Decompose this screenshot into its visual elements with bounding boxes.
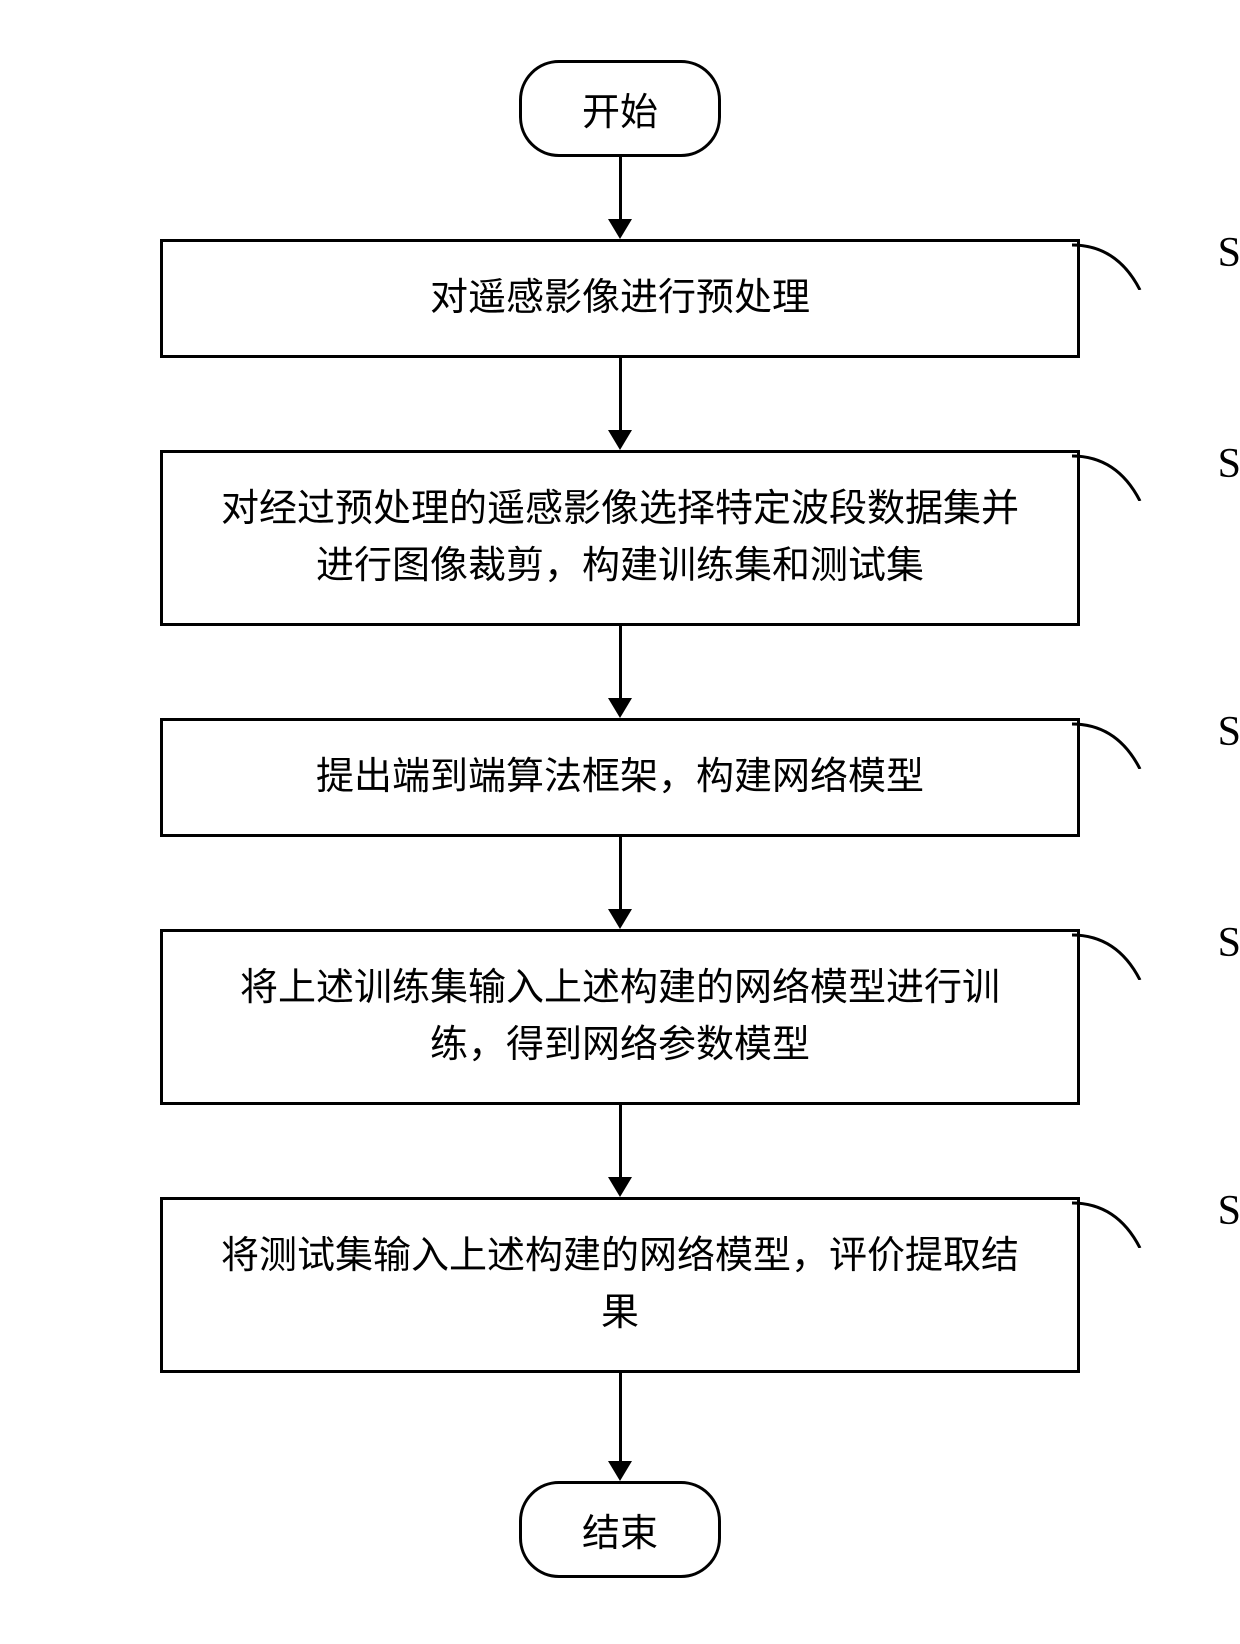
arrow-s1-s2 bbox=[608, 358, 632, 450]
process-text-s4: 将上述训练集输入上述构建的网络模型进行训练，得到网络参数模型 bbox=[240, 967, 1000, 1066]
process-s4: S4 将上述训练集输入上述构建的网络模型进行训练，得到网络参数模型 bbox=[160, 929, 1080, 1105]
arrow-s3-s4 bbox=[608, 837, 632, 929]
arrow-line bbox=[619, 1105, 622, 1177]
arrow-s2-s3 bbox=[608, 626, 632, 718]
start-text: 开始 bbox=[582, 92, 658, 134]
process-text-s1: 对遥感影像进行预处理 bbox=[430, 277, 810, 319]
arrow-start-s1 bbox=[608, 157, 632, 239]
arrow-line bbox=[619, 626, 622, 698]
process-text-s5: 将测试集输入上述构建的网络模型，评价提取结果 bbox=[221, 1235, 1019, 1334]
step-label-s5: S5 bbox=[1218, 1180, 1240, 1243]
flowchart-container: 开始 S1 对遥感影像进行预处理 S2 对经过预处理的遥感影像选择特定波段数据集… bbox=[0, 0, 1240, 1578]
arrow-s4-s5 bbox=[608, 1105, 632, 1197]
arrow-head bbox=[608, 1177, 632, 1197]
connector-curve-s2 bbox=[1072, 441, 1172, 501]
step-label-s2: S2 bbox=[1218, 433, 1240, 496]
arrow-line bbox=[619, 358, 622, 430]
arrow-head bbox=[608, 430, 632, 450]
connector-curve-s3 bbox=[1072, 709, 1172, 769]
connector-curve-s5 bbox=[1072, 1188, 1172, 1248]
process-s3: S3 提出端到端算法框架，构建网络模型 bbox=[160, 718, 1080, 837]
arrow-line bbox=[619, 837, 622, 909]
process-s1: S1 对遥感影像进行预处理 bbox=[160, 239, 1080, 358]
process-s5: S5 将测试集输入上述构建的网络模型，评价提取结果 bbox=[160, 1197, 1080, 1373]
process-s2: S2 对经过预处理的遥感影像选择特定波段数据集并进行图像裁剪，构建训练集和测试集 bbox=[160, 450, 1080, 626]
arrow-head bbox=[608, 1461, 632, 1481]
connector-curve-s1 bbox=[1072, 230, 1172, 290]
end-terminator: 结束 bbox=[519, 1481, 721, 1578]
arrow-line bbox=[619, 157, 622, 219]
connector-curve-s4 bbox=[1072, 920, 1172, 980]
process-text-s3: 提出端到端算法框架，构建网络模型 bbox=[316, 756, 924, 798]
arrow-head bbox=[608, 698, 632, 718]
start-terminator: 开始 bbox=[519, 60, 721, 157]
arrow-head bbox=[608, 909, 632, 929]
arrow-line bbox=[619, 1373, 622, 1461]
step-label-s1: S1 bbox=[1218, 222, 1240, 285]
step-label-s3: S3 bbox=[1218, 701, 1240, 764]
process-text-s2: 对经过预处理的遥感影像选择特定波段数据集并进行图像裁剪，构建训练集和测试集 bbox=[221, 488, 1019, 587]
step-label-s4: S4 bbox=[1218, 912, 1240, 975]
end-text: 结束 bbox=[582, 1513, 658, 1555]
arrow-head bbox=[608, 219, 632, 239]
arrow-s5-end bbox=[608, 1373, 632, 1481]
